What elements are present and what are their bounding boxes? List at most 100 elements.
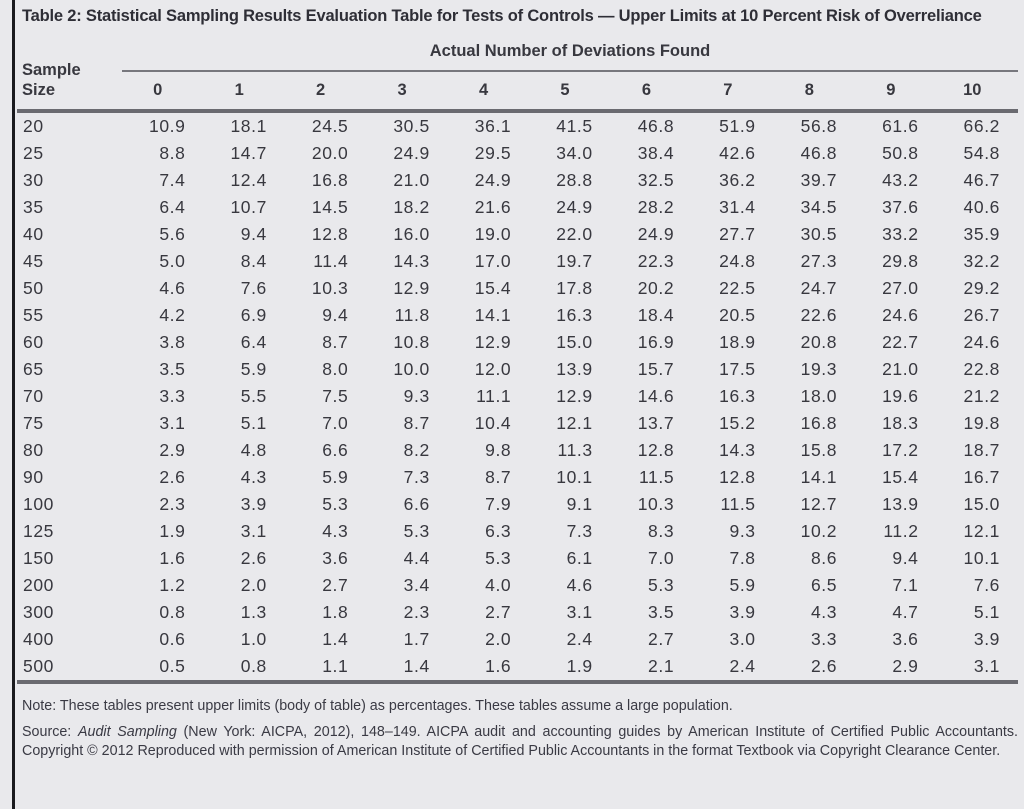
upper-limit-value-cell: 46.8 bbox=[800, 143, 838, 163]
upper-limit-value-cell: 32.2 bbox=[963, 251, 1000, 271]
upper-limit-value-cell: 7.9 bbox=[485, 494, 512, 514]
upper-limit-value-cell: 2.9 bbox=[892, 656, 919, 676]
upper-limit-value-cell: 15.0 bbox=[556, 332, 593, 352]
upper-limit-value-cell: 14.5 bbox=[311, 197, 349, 217]
upper-limit-value-cell: 19.0 bbox=[474, 224, 512, 244]
deviation-column-header: 8 bbox=[804, 81, 814, 99]
upper-limit-value-cell: 4.8 bbox=[240, 440, 267, 460]
sample-size-header-line1: Sample bbox=[22, 61, 81, 79]
upper-limit-value-cell: 19.3 bbox=[800, 359, 838, 379]
upper-limit-value-cell: 7.5 bbox=[322, 386, 349, 406]
upper-limit-value-cell: 17.2 bbox=[882, 440, 919, 460]
upper-limit-value-cell: 46.8 bbox=[637, 116, 675, 136]
sample-size-cell: 50 bbox=[23, 278, 44, 298]
upper-limit-value-cell: 12.9 bbox=[556, 386, 593, 406]
upper-limit-value-cell: 3.6 bbox=[322, 548, 349, 568]
upper-limit-value-cell: 6.1 bbox=[566, 548, 593, 568]
upper-limit-value-cell: 18.3 bbox=[882, 413, 919, 433]
upper-limit-value-cell: 11.4 bbox=[313, 251, 349, 271]
upper-limit-value-cell: 19.8 bbox=[963, 413, 1000, 433]
upper-limit-value-cell: 18.2 bbox=[393, 197, 430, 217]
upper-limit-value-cell: 20.8 bbox=[800, 332, 838, 352]
upper-limit-value-cell: 7.4 bbox=[159, 170, 186, 190]
upper-limit-value-cell: 6.5 bbox=[810, 575, 838, 595]
sample-size-cell: 200 bbox=[23, 575, 54, 595]
sample-size-cell: 30 bbox=[23, 170, 44, 190]
upper-limit-value-cell: 5.3 bbox=[648, 575, 675, 595]
upper-limit-value-cell: 6.6 bbox=[403, 494, 430, 514]
table-row: 80 2.9 4.8 6.6 8.2 9.8 11.3 12.8 14.3 15.8 17.2 18.… bbox=[17, 437, 1018, 464]
upper-limit-value-cell: 9.3 bbox=[403, 386, 430, 406]
upper-limit-value-cell: 22.6 bbox=[800, 305, 838, 325]
deviation-column-header: 1 bbox=[234, 81, 244, 99]
upper-limit-value-cell: 7.6 bbox=[973, 575, 1000, 595]
upper-limit-value-cell: 24.9 bbox=[637, 224, 675, 244]
upper-limit-value-cell: 18.4 bbox=[637, 305, 675, 325]
upper-limit-value-cell: 5.0 bbox=[159, 251, 186, 271]
upper-limit-value-cell: 2.1 bbox=[648, 656, 675, 676]
upper-limit-value-cell: 7.0 bbox=[648, 548, 675, 568]
upper-limit-value-cell: 7.3 bbox=[403, 467, 430, 487]
source-book-title: Audit Sampling bbox=[77, 724, 177, 740]
upper-limit-value-cell: 7.0 bbox=[322, 413, 349, 433]
upper-limit-value-cell: 2.6 bbox=[810, 656, 838, 676]
upper-limit-value-cell: 6.3 bbox=[485, 521, 512, 541]
upper-limit-value-cell: 31.4 bbox=[719, 197, 756, 217]
upper-limit-value-cell: 14.3 bbox=[719, 440, 756, 460]
sample-size-cell: 35 bbox=[23, 197, 44, 217]
upper-limit-value-cell: 11.5 bbox=[639, 467, 675, 487]
upper-limit-value-cell: 21.0 bbox=[393, 170, 430, 190]
table-row: 65 3.5 5.9 8.0 10.0 12.0 13.9 15.7 17.5 19.3 21.0 2… bbox=[17, 356, 1018, 383]
upper-limit-value-cell: 16.8 bbox=[800, 413, 838, 433]
deviations-group-header: Actual Number of Deviations Found bbox=[122, 28, 1018, 72]
upper-limit-value-cell: 24.6 bbox=[963, 332, 1000, 352]
upper-limit-value-cell: 39.7 bbox=[800, 170, 838, 190]
deviation-column-header: 0 bbox=[153, 81, 163, 99]
upper-limit-value-cell: 36.2 bbox=[719, 170, 756, 190]
sample-size-cell: 80 bbox=[23, 440, 44, 460]
upper-limit-value-cell: 17.5 bbox=[719, 359, 756, 379]
upper-limit-value-cell: 4.3 bbox=[810, 602, 838, 622]
upper-limit-value-cell: 1.7 bbox=[403, 629, 430, 649]
upper-limit-value-cell: 4.3 bbox=[322, 521, 349, 541]
sample-size-header-line2: Size bbox=[22, 81, 56, 99]
upper-limit-value-cell: 1.1 bbox=[322, 656, 349, 676]
upper-limit-value-cell: 1.0 bbox=[240, 629, 267, 649]
sample-size-cell: 40 bbox=[23, 224, 44, 244]
upper-limit-value-cell: 24.7 bbox=[800, 278, 838, 298]
upper-limit-value-cell: 6.4 bbox=[240, 332, 267, 352]
upper-limit-value-cell: 8.6 bbox=[810, 548, 838, 568]
table-row: 50 4.6 7.6 10.3 12.9 15.4 17.8 20.2 22.5 24.7 27.0… bbox=[17, 275, 1018, 302]
upper-limit-value-cell: 9.4 bbox=[892, 548, 919, 568]
upper-limit-value-cell: 2.4 bbox=[566, 629, 593, 649]
upper-limit-value-cell: 3.5 bbox=[648, 602, 675, 622]
upper-limit-value-cell: 16.9 bbox=[637, 332, 675, 352]
table-footnotes: Note: These tables present upper limits … bbox=[22, 697, 1018, 761]
sample-size-cell: 60 bbox=[23, 332, 44, 352]
table-row: 55 4.2 6.9 9.4 11.8 14.1 16.3 18.4 20.5 22.6 24.6 2… bbox=[17, 302, 1018, 329]
upper-limit-value-cell: 10.3 bbox=[637, 494, 675, 514]
upper-limit-value-cell: 30.5 bbox=[393, 116, 430, 136]
upper-limit-value-cell: 29.8 bbox=[882, 251, 919, 271]
upper-limit-value-cell: 3.3 bbox=[810, 629, 838, 649]
upper-limit-value-cell: 2.6 bbox=[159, 467, 186, 487]
upper-limit-value-cell: 18.9 bbox=[719, 332, 756, 352]
upper-limit-value-cell: 11.1 bbox=[476, 386, 512, 406]
upper-limit-value-cell: 38.4 bbox=[637, 143, 675, 163]
upper-limit-value-cell: 26.7 bbox=[963, 305, 1000, 325]
deviation-column-header: 7 bbox=[723, 81, 733, 99]
upper-limit-value-cell: 14.7 bbox=[230, 143, 267, 163]
table-header: Sample Size Actual Number of Deviations … bbox=[17, 28, 1018, 111]
upper-limit-value-cell: 3.8 bbox=[159, 332, 186, 352]
deviations-group-label: Actual Number of Deviations Found bbox=[429, 42, 711, 60]
sample-size-cell: 55 bbox=[23, 305, 44, 325]
upper-limit-value-cell: 10.8 bbox=[393, 332, 430, 352]
source-rest: (New York: AICPA, 2012), 148–149. AICPA … bbox=[22, 724, 1019, 759]
upper-limit-value-cell: 3.1 bbox=[973, 656, 1000, 676]
sample-size-cell: 70 bbox=[23, 386, 44, 406]
upper-limit-value-cell: 29.5 bbox=[474, 143, 512, 163]
upper-limit-value-cell: 22.5 bbox=[719, 278, 756, 298]
upper-limit-value-cell: 18.7 bbox=[963, 440, 1000, 460]
upper-limit-value-cell: 24.5 bbox=[311, 116, 349, 136]
upper-limit-value-cell: 66.2 bbox=[963, 116, 1000, 136]
